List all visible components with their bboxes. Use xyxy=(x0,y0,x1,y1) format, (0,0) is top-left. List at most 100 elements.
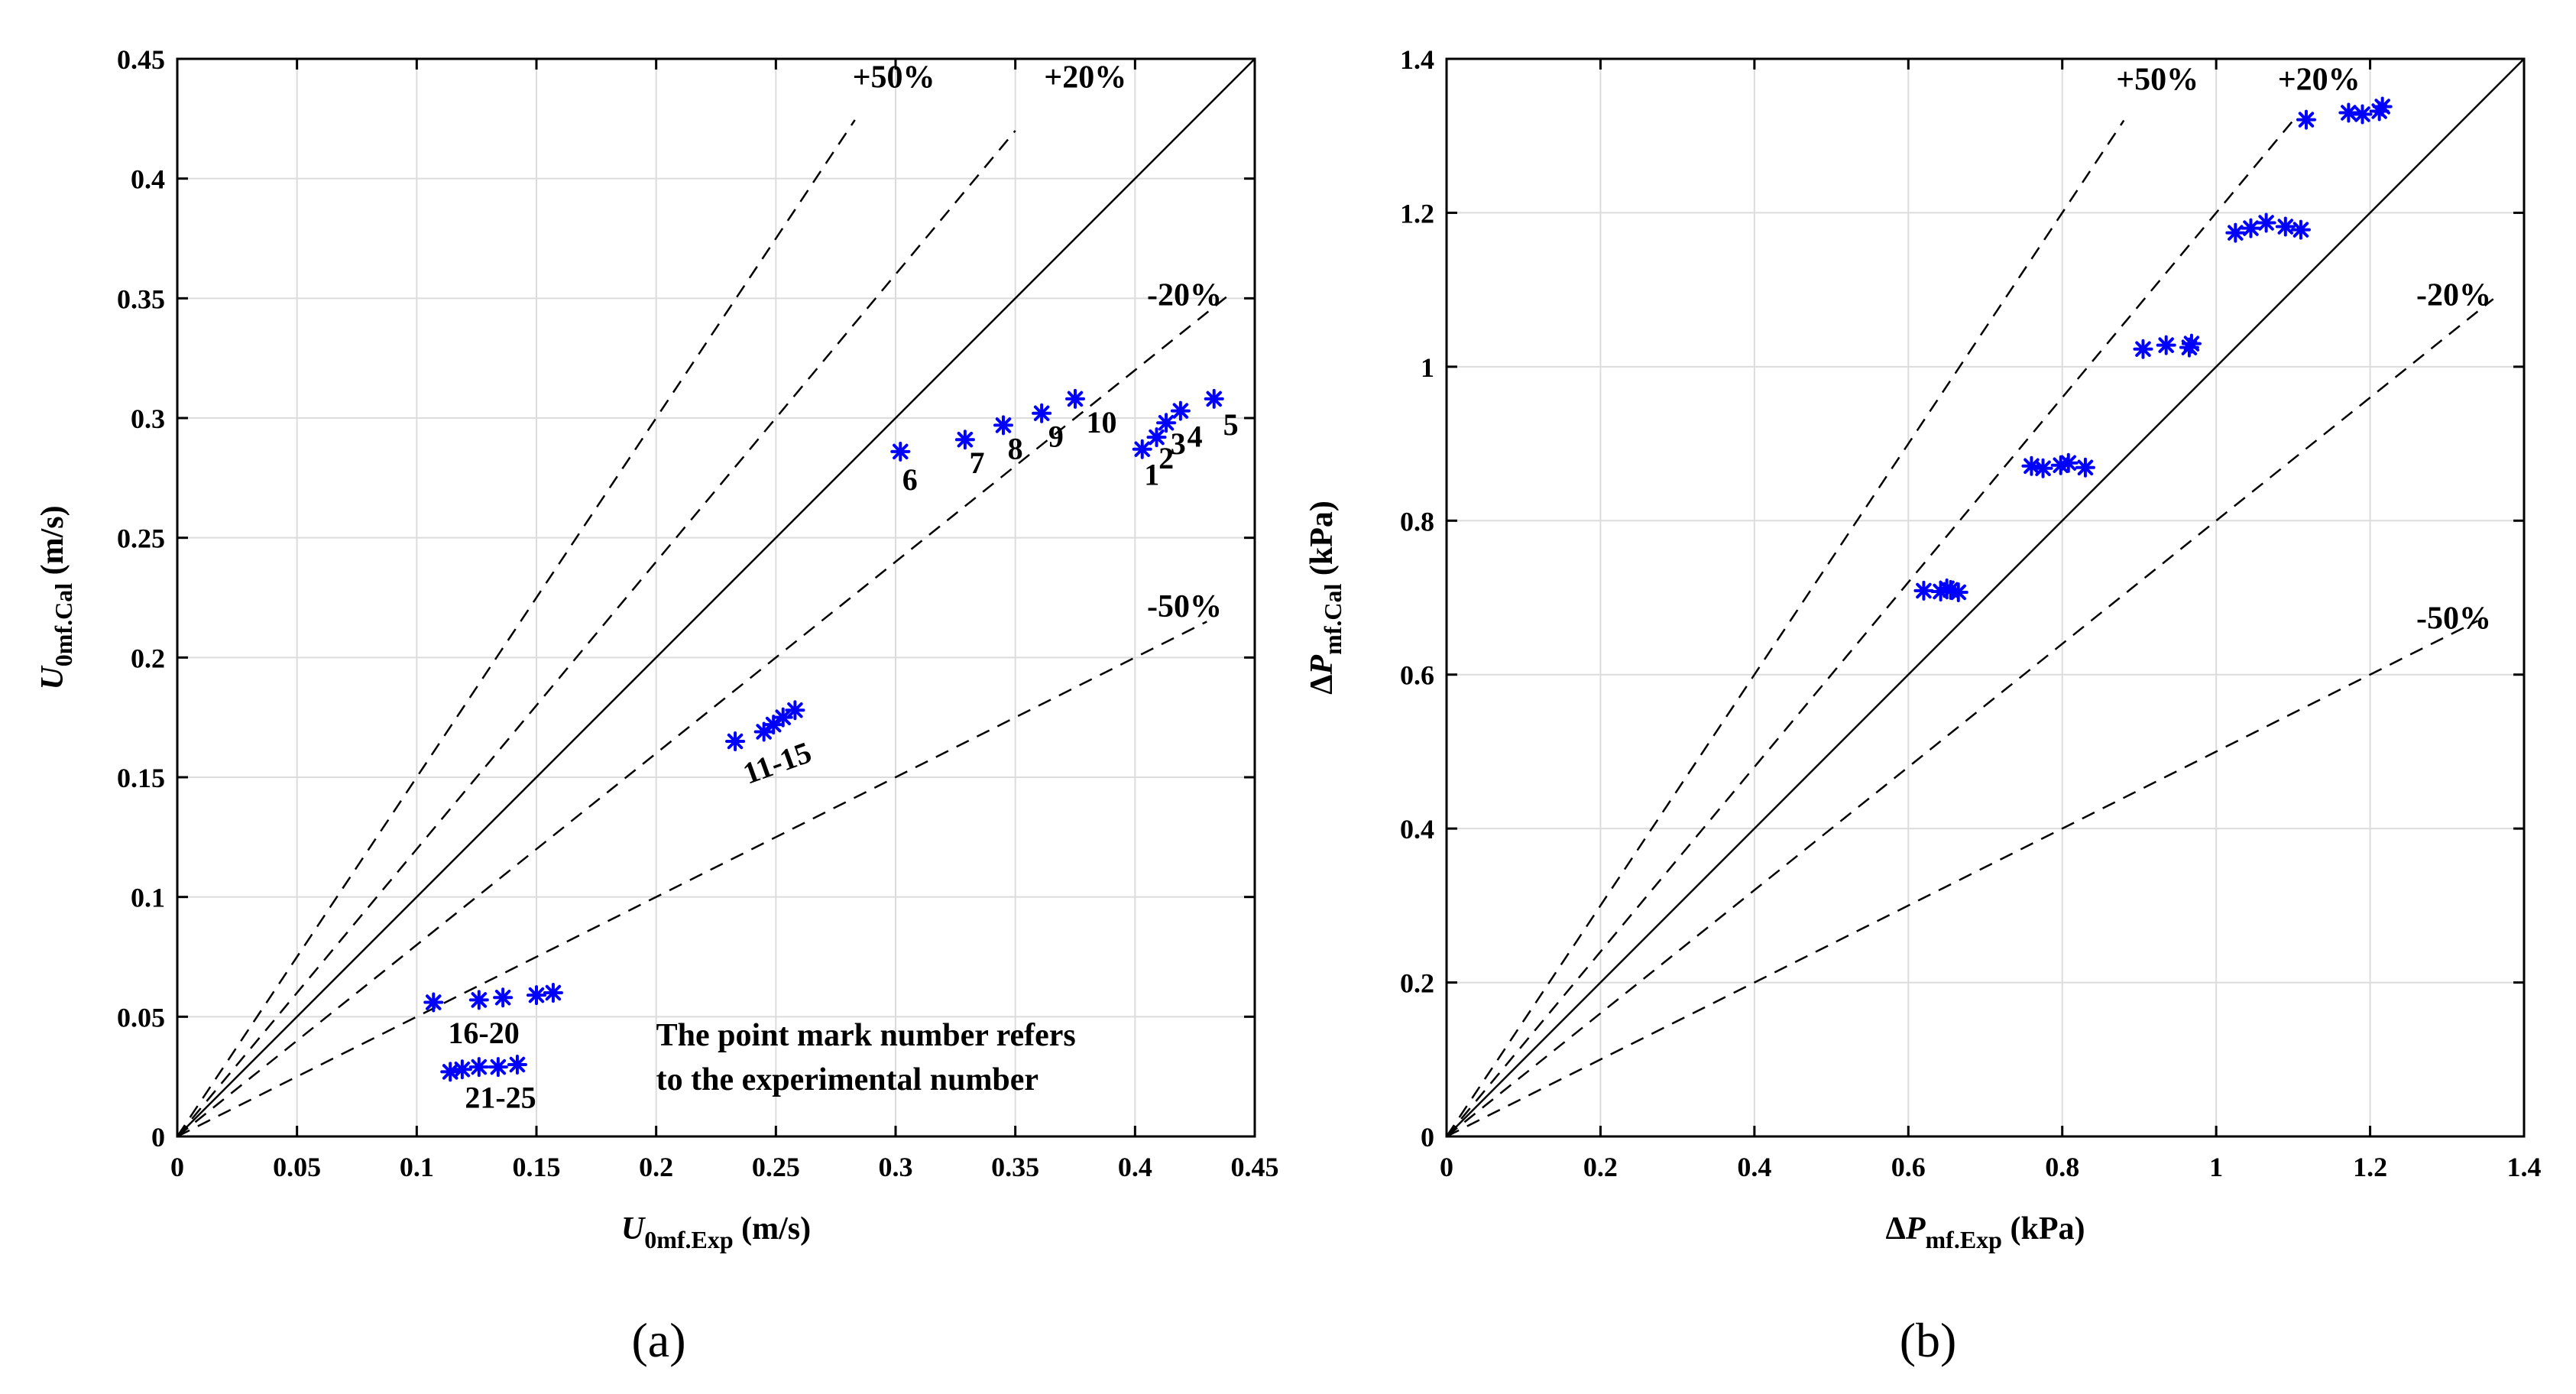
point-label: 2 xyxy=(1158,441,1174,475)
x-tick-label: 0.45 xyxy=(1231,1152,1279,1182)
reference-line-parity xyxy=(1446,58,2525,1137)
data-point xyxy=(890,441,911,462)
reference-line-plus20pct xyxy=(177,130,1016,1137)
data-point-stroke xyxy=(2060,455,2077,471)
y-tick-label: 0.6 xyxy=(1400,660,1434,691)
data-point-stroke xyxy=(765,716,782,733)
chart-panel-b: +50% +20%-20%-50% 0 0.2 0.4 0.6 0.8 1 1.2 1.4 00… xyxy=(1304,44,2542,1367)
data-point xyxy=(2275,216,2296,237)
data-point-stroke xyxy=(1158,415,1175,431)
reference-label: +20% xyxy=(1044,60,1126,96)
y-tick-label: 0.25 xyxy=(117,524,165,554)
data-point-stroke xyxy=(1033,405,1050,421)
chart-panel-a: +50% +20% -20% -50% 123 4 5 6 7 8 9 10 11-15 16-20 21… xyxy=(35,44,1279,1367)
point-label: 9 xyxy=(1048,420,1064,454)
x-tick-label: 0.6 xyxy=(1891,1152,1926,1182)
data-point xyxy=(993,415,1013,436)
data-point-stroke xyxy=(2243,220,2259,236)
reference-label: -20% xyxy=(2416,277,2491,313)
axis-label-unit: (kPa) xyxy=(2002,1211,2085,1246)
point-label: 7 xyxy=(970,446,985,480)
data-points-b xyxy=(1913,96,2393,602)
x-tick-label: 0.1 xyxy=(400,1152,434,1182)
y-tick-label: 0.4 xyxy=(131,164,165,195)
x-ticks-a: 0 0.05 0.1 0.15 0.2 0.25 0.3 0.35 0.4 0.45 xyxy=(170,59,1279,1182)
data-point xyxy=(2181,333,2202,354)
data-point xyxy=(2058,452,2079,473)
axis-label-subscript: 0mf.Cal xyxy=(50,583,77,666)
data-points-a xyxy=(423,388,1224,1082)
y-tick-label: 0.05 xyxy=(117,1002,165,1033)
data-point-stroke xyxy=(471,1058,488,1075)
data-point xyxy=(440,1062,461,1082)
data-point-stroke xyxy=(494,990,511,1006)
data-point xyxy=(423,992,444,1013)
data-point-stroke xyxy=(1943,582,1959,598)
data-point xyxy=(2133,339,2153,359)
data-point xyxy=(1948,582,1968,602)
y-tick-label: 0.15 xyxy=(117,763,165,793)
data-point xyxy=(785,700,805,721)
data-point-stroke xyxy=(490,1058,507,1075)
data-point xyxy=(468,990,489,1010)
axis-label-symbol: P xyxy=(1304,655,1340,676)
reference-line-plus20pct xyxy=(1446,119,2294,1137)
data-point-stroke xyxy=(2374,99,2390,115)
data-point xyxy=(2033,458,2053,478)
reference-label: -20% xyxy=(1147,278,1222,313)
axis-label-symbol: U xyxy=(621,1211,646,1246)
data-point xyxy=(2225,222,2246,243)
data-point xyxy=(763,715,784,735)
data-point xyxy=(1032,403,1052,423)
y-tick-label: 0.2 xyxy=(1400,968,1434,999)
point-label: 4 xyxy=(1188,420,1203,454)
data-point-stroke xyxy=(2035,460,2051,477)
y-tick-label: 1.4 xyxy=(1400,44,1434,75)
x-tick-label: 0.2 xyxy=(639,1152,673,1182)
annotation-line: to the experimental number xyxy=(656,1062,1039,1097)
reference-lines-a xyxy=(176,58,1256,1138)
data-point-stroke xyxy=(442,1064,458,1080)
axis-label-symbol: P xyxy=(1905,1211,1926,1246)
data-point-stroke xyxy=(2135,341,2151,357)
caption-b: (b) xyxy=(1900,1313,1957,1367)
reference-labels-a: +50% +20% -20% -50% xyxy=(853,60,1222,624)
data-point xyxy=(2372,96,2393,117)
annotation-line: The point mark number refers xyxy=(656,1018,1076,1053)
data-point-stroke xyxy=(2183,336,2200,352)
data-point-stroke xyxy=(1916,582,1932,599)
reference-lines-b xyxy=(1445,58,2525,1138)
x-axis-label-a: U0mf.Exp (m/s) xyxy=(621,1211,811,1253)
y-tick-label: 1.2 xyxy=(1400,198,1434,229)
data-point xyxy=(2075,457,2095,478)
data-point-stroke xyxy=(2354,106,2370,122)
data-point-stroke xyxy=(545,984,562,1001)
data-point xyxy=(1146,427,1167,448)
data-point xyxy=(2241,218,2261,238)
reference-label: +50% xyxy=(853,60,935,96)
grid-b xyxy=(1447,59,2524,1136)
point-label: 16-20 xyxy=(448,1016,519,1050)
y-tick-label: 0.45 xyxy=(117,44,165,75)
x-tick-label: 0 xyxy=(170,1152,184,1182)
axis-label-delta: Δ xyxy=(1886,1211,1906,1246)
plot-frame-a xyxy=(176,57,1256,1138)
data-point-stroke xyxy=(727,733,744,750)
plot-frame-b xyxy=(1445,57,2526,1138)
reference-labels-b: +50% +20% -20% -50% xyxy=(2116,62,2491,636)
point-label: 3 xyxy=(1171,426,1186,461)
x-axis-label-b: ΔPmf.Exp (kPa) xyxy=(1886,1211,2085,1253)
x-tick-label: 0 xyxy=(1440,1152,1453,1182)
data-point-stroke xyxy=(995,417,1012,433)
data-point-stroke xyxy=(1172,403,1189,419)
x-tick-label: 0.05 xyxy=(273,1152,321,1182)
x-tick-label: 0.4 xyxy=(1737,1152,1771,1182)
data-point-stroke xyxy=(2298,112,2315,128)
reference-line-plus50pct xyxy=(1445,119,2125,1137)
axis-label-subscript: mf.Cal xyxy=(1319,583,1346,654)
data-point-stroke xyxy=(1206,391,1222,407)
data-point xyxy=(543,983,563,1003)
reference-line-parity xyxy=(177,58,1256,1137)
axis-label-unit: (kPa) xyxy=(1304,501,1340,584)
data-point xyxy=(452,1059,472,1080)
